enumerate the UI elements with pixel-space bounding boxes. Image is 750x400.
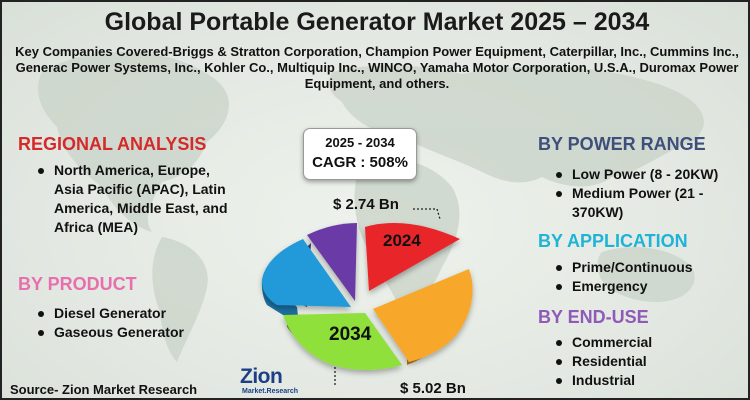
by-application-list: Prime/Continuous Emergency — [554, 258, 739, 296]
pie-label-2024: 2024 — [383, 231, 421, 250]
list-item: Low Power (8 - 20KW) — [554, 165, 739, 184]
zion-logo: Zion Market.Research — [240, 365, 304, 398]
by-power-range-list: Low Power (8 - 20KW) Medium Power (21 - … — [554, 165, 739, 222]
connector-2024 — [413, 208, 441, 220]
by-power-range-heading: BY POWER RANGE — [538, 134, 706, 154]
regional-analysis-list: North America, Europe, Asia Pacific (APA… — [36, 161, 236, 237]
list-item: Industrial — [554, 371, 739, 390]
logo-sub-text: Market.Research — [242, 388, 299, 395]
by-product-heading: BY PRODUCT — [18, 274, 137, 294]
cagr-years: 2025 - 2034 — [325, 135, 395, 150]
cagr-box: 2025 - 2034 CAGR : 508% — [303, 128, 417, 180]
cagr-value: CAGR : 508% — [312, 154, 408, 171]
by-end-use-list: Commercial Residential Industrial — [554, 333, 739, 390]
logo-main-text: Zion — [240, 365, 283, 388]
list-item: Emergency — [554, 277, 739, 296]
by-product-list: Diesel Generator Gaseous Generator — [36, 304, 236, 342]
by-end-use-heading: BY END-USE — [538, 307, 649, 327]
pie-label-2034: 2034 — [329, 324, 372, 345]
list-item: Diesel Generator — [36, 304, 236, 323]
by-application-heading: BY APPLICATION — [538, 231, 688, 251]
source-text: Source- Zion Market Research — [10, 382, 198, 397]
key-companies-text: Key Companies Covered-Briggs & Stratton … — [15, 44, 739, 91]
infographic-title: Global Portable Generator Market 2025 – … — [104, 8, 650, 36]
list-item: Medium Power (21 - 370KW) — [554, 184, 739, 222]
value-2034-label: $ 5.02 Bn — [400, 380, 466, 397]
market-pie-chart: 2024 2034 — [261, 208, 473, 387]
pie-slice-green — [283, 313, 402, 370]
pie-slice-orange — [373, 269, 473, 362]
value-2024-label: $ 2.74 Bn — [333, 196, 399, 213]
pie-slice-red — [365, 223, 460, 291]
list-item: Prime/Continuous — [554, 258, 739, 277]
list-item: Gaseous Generator — [36, 323, 236, 342]
pie-slice-blue — [261, 239, 351, 307]
connector-2034 — [334, 367, 336, 387]
regional-analysis-heading: REGIONAL ANALYSIS — [18, 134, 207, 154]
list-item: North America, Europe, Asia Pacific (APA… — [36, 161, 236, 237]
list-item: Commercial — [554, 333, 739, 352]
pie-slice-purple — [307, 223, 357, 301]
list-item: Residential — [554, 352, 739, 371]
